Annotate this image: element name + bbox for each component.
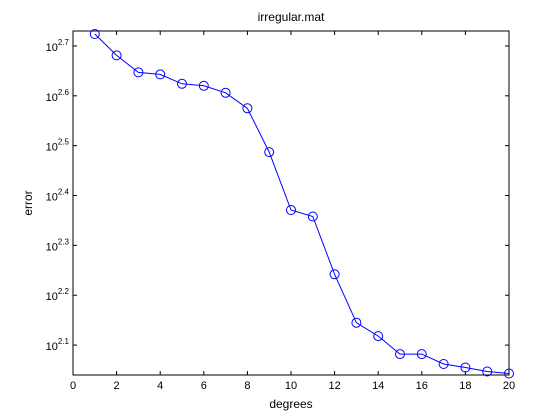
y-axis-ticks: 102.1 102.2 102.3 102.4 102.5 102.6 102.7 — [46, 38, 509, 353]
data-point — [395, 349, 405, 360]
x-tick-label: 4 — [157, 380, 163, 392]
x-tick-label: 16 — [416, 380, 428, 392]
y-tick-label: 102.5 — [46, 138, 70, 154]
y-tick-label: 102.6 — [46, 88, 70, 104]
data-point — [460, 362, 471, 373]
x-tick-label: 18 — [459, 380, 471, 392]
data-point — [133, 67, 144, 78]
x-tick-label: 6 — [201, 380, 207, 392]
plot-area — [72, 30, 510, 376]
data-point — [307, 211, 318, 222]
series-points — [89, 29, 514, 379]
data-point — [286, 205, 296, 215]
series-0-line — [94, 33, 510, 374]
y-axis-label: error — [21, 190, 35, 215]
data-point — [89, 29, 100, 39]
data-point — [264, 147, 275, 158]
x-tick-label: 0 — [70, 380, 76, 392]
x-tick-label: 8 — [244, 380, 250, 392]
series-line — [94, 33, 510, 374]
data-point — [198, 80, 209, 91]
data-point — [416, 349, 427, 360]
x-tick-label: 20 — [503, 380, 515, 392]
data-point — [482, 366, 493, 377]
data-point — [329, 269, 340, 280]
y-tick-label: 102.4 — [46, 188, 70, 204]
x-axis-ticks: 0 2 4 6 8 10 12 14 16 18 20 — [70, 31, 515, 392]
y-tick-label: 102.2 — [46, 287, 70, 303]
chart-title: irregular.mat — [258, 10, 325, 24]
data-point — [220, 87, 231, 98]
x-tick-label: 10 — [285, 380, 297, 392]
data-point — [351, 317, 362, 328]
x-tick-label: 12 — [328, 380, 340, 392]
x-axis-label: degrees — [269, 397, 312, 411]
data-point — [242, 103, 253, 114]
x-tick-label: 2 — [114, 380, 120, 392]
data-point — [177, 78, 187, 89]
y-tick-label: 102.3 — [46, 237, 70, 253]
data-point — [373, 331, 384, 342]
data-point — [111, 50, 122, 61]
data-point — [155, 69, 166, 80]
y-tick-label: 102.1 — [46, 337, 70, 353]
data-point — [504, 368, 514, 379]
x-tick-label: 14 — [372, 380, 384, 392]
y-tick-label: 102.7 — [46, 38, 70, 54]
data-point — [438, 359, 449, 369]
